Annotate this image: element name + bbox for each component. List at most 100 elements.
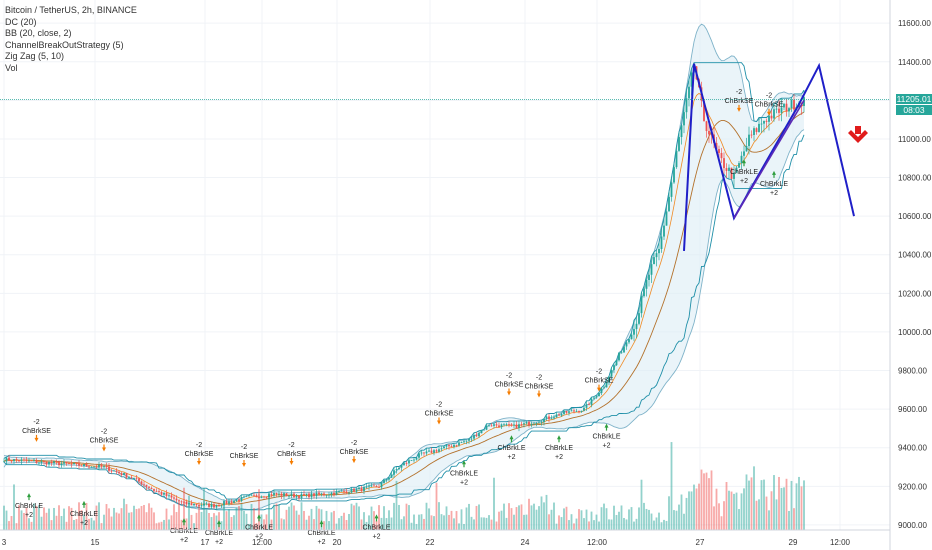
volume-bar [538,506,540,530]
volume-bar [173,504,175,530]
candle-body [33,460,35,462]
candle-body [418,453,420,458]
volume-bar [165,508,168,530]
grid [0,0,890,530]
candle-body [580,410,583,412]
signal-label: ChBrkSE [495,382,524,389]
y-tick-label: 9800.00 [898,367,927,376]
volume-bar [25,507,28,530]
legend-volume[interactable]: Vol [5,62,18,73]
volume-bar [193,523,195,530]
volume-bar [270,519,273,530]
candle-body [315,492,318,497]
volume-bar [768,510,770,530]
candle-body [115,470,118,472]
candle-body [670,182,673,197]
volume-bar [120,508,123,530]
candle-body [190,503,193,506]
volume-bar [33,503,35,530]
x-tick-label: 17 [201,538,210,547]
y-tick-label: 9600.00 [898,405,927,414]
volume-bar [380,517,383,530]
candle-body [483,429,485,431]
volume-bar [228,509,230,530]
volume-bar [770,491,773,530]
volume-bar [138,508,140,530]
candle-body [728,167,730,171]
volume-bar [763,479,765,530]
candle-body [355,488,358,492]
volume-bar [178,502,180,530]
volume-bar [755,500,758,530]
candle-body [245,495,248,497]
candle-body [610,369,613,377]
volume-bar [290,502,293,530]
candle-body [748,134,750,147]
candle-body [368,485,370,487]
volume-bar [385,518,388,530]
candle-body [220,505,223,507]
volume-bar [235,507,238,530]
candle-body [90,466,93,468]
legend-zigzag[interactable]: Zig Zag (5, 10) [5,51,65,61]
volume-bar [460,509,463,530]
volume-bar [83,514,85,530]
volume-bar [520,504,523,530]
candle-body [170,495,173,498]
volume-bar [320,509,323,530]
volume-bar [615,514,618,530]
candle-body [438,449,440,452]
volume-bar [123,498,125,530]
signal-label: ChBrkSE [90,438,119,445]
candle-body [743,151,745,156]
y-tick-label: 10200.00 [898,289,932,298]
candle-body [443,446,445,449]
long-arrow-icon [319,520,324,528]
volume-bar [775,499,778,530]
candle-body [23,459,25,461]
volume-bar [110,516,113,530]
legend-bb[interactable]: BB (20, close, 2) [5,28,72,38]
candle-body [260,496,263,498]
candle-body [275,493,278,495]
candle-body [58,462,60,466]
candle-body [343,490,345,492]
y-tick-label: 9000.00 [898,521,927,530]
volume-bar [803,480,805,530]
candle-body [480,430,483,434]
volume-bar [245,513,248,530]
volume-bar [405,503,408,530]
signal-qty: +2 [555,454,563,461]
volume-bar [608,519,610,530]
y-tick-label: 10400.00 [898,251,932,260]
volume-bar [690,491,693,530]
volume-bar [713,506,715,530]
volume-bar [363,512,365,530]
bar-countdown: 08:03 [896,105,932,116]
volume-bar [148,503,150,530]
candle-body [405,463,408,464]
candle-body [333,492,335,495]
volume-bar [750,477,753,530]
volume-bar [330,512,333,530]
legend-strategy[interactable]: ChannelBreakOutStrategy (5) [5,39,124,50]
signal-label: ChBrkLE [730,169,758,176]
candle-body [440,448,443,450]
volume-bar [535,509,538,530]
volume-bar [618,511,620,530]
volume-bar [630,507,633,530]
x-tick-label: 20 [333,538,342,547]
candle-body [165,492,168,496]
volume-bar [695,488,698,530]
candle-body [770,115,773,119]
volume-bar [400,519,403,530]
zigzag-line [683,62,855,251]
volume-bar [103,514,105,530]
short-arrow-icon [737,104,741,112]
long-arrow-icon [557,435,561,443]
legend-dc[interactable]: DC (20) [5,16,37,27]
volume-bar [295,510,298,530]
candle-body [538,422,540,424]
volume-bar [730,491,733,530]
